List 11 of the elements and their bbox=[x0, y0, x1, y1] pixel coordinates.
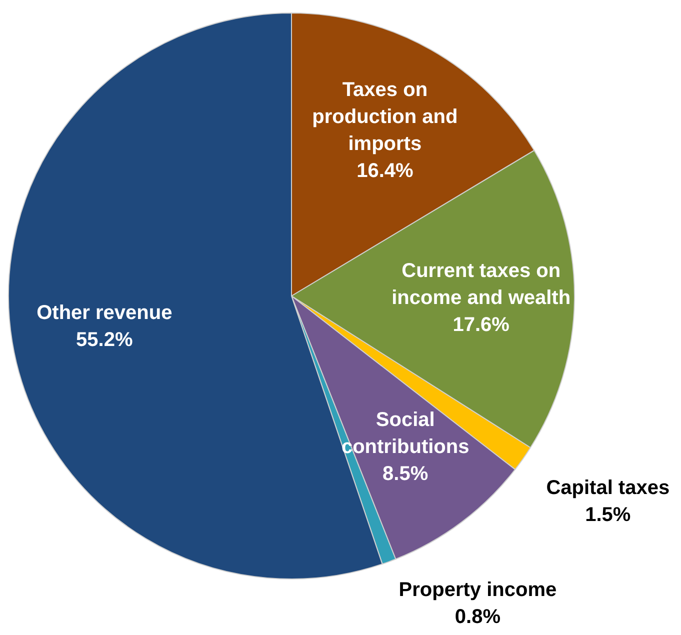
data-label: 17.6% bbox=[452, 314, 510, 336]
data-label: 16.4% bbox=[356, 160, 414, 182]
data-label: 55.2% bbox=[76, 328, 133, 351]
slice-label: Current taxes on income and wealth bbox=[392, 260, 571, 309]
data-label: 8.5% bbox=[382, 463, 428, 486]
data-label: 0.8% bbox=[454, 606, 501, 628]
slice-label: Taxes on production and imports bbox=[312, 79, 458, 156]
slice-label: Property income bbox=[398, 579, 557, 602]
slice-label: Capital taxes bbox=[546, 477, 670, 500]
slice-label: Other revenue bbox=[36, 302, 172, 324]
data-label: 1.5% bbox=[585, 504, 631, 526]
